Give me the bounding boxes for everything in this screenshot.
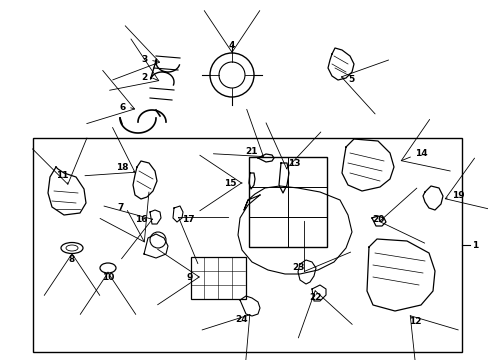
Text: 5: 5	[347, 76, 353, 85]
Bar	[33, 138, 461, 352]
Text: 23: 23	[292, 262, 305, 271]
Text: 14: 14	[414, 148, 427, 158]
Text: 10: 10	[102, 274, 114, 283]
Text: 1: 1	[471, 240, 477, 249]
Text: 20: 20	[372, 216, 384, 225]
Bar	[191, 257, 245, 299]
Text: 19: 19	[451, 190, 464, 199]
Text: 7: 7	[118, 202, 124, 211]
Text: 21: 21	[245, 148, 258, 157]
Text: 17: 17	[182, 216, 194, 225]
Text: 11: 11	[56, 171, 68, 180]
Text: 24: 24	[235, 315, 248, 324]
Text: 16: 16	[135, 216, 148, 225]
Text: 15: 15	[224, 179, 237, 188]
Text: 8: 8	[69, 256, 75, 265]
Text: 2: 2	[142, 72, 148, 81]
Text: 22: 22	[308, 293, 321, 302]
Text: 9: 9	[186, 273, 193, 282]
Text: 3: 3	[142, 55, 148, 64]
Text: 13: 13	[287, 158, 300, 167]
Text: 18: 18	[116, 163, 128, 172]
Text: 4: 4	[228, 40, 235, 49]
Bar	[248, 157, 326, 247]
Text: 12: 12	[408, 318, 420, 327]
Text: 6: 6	[120, 103, 126, 112]
